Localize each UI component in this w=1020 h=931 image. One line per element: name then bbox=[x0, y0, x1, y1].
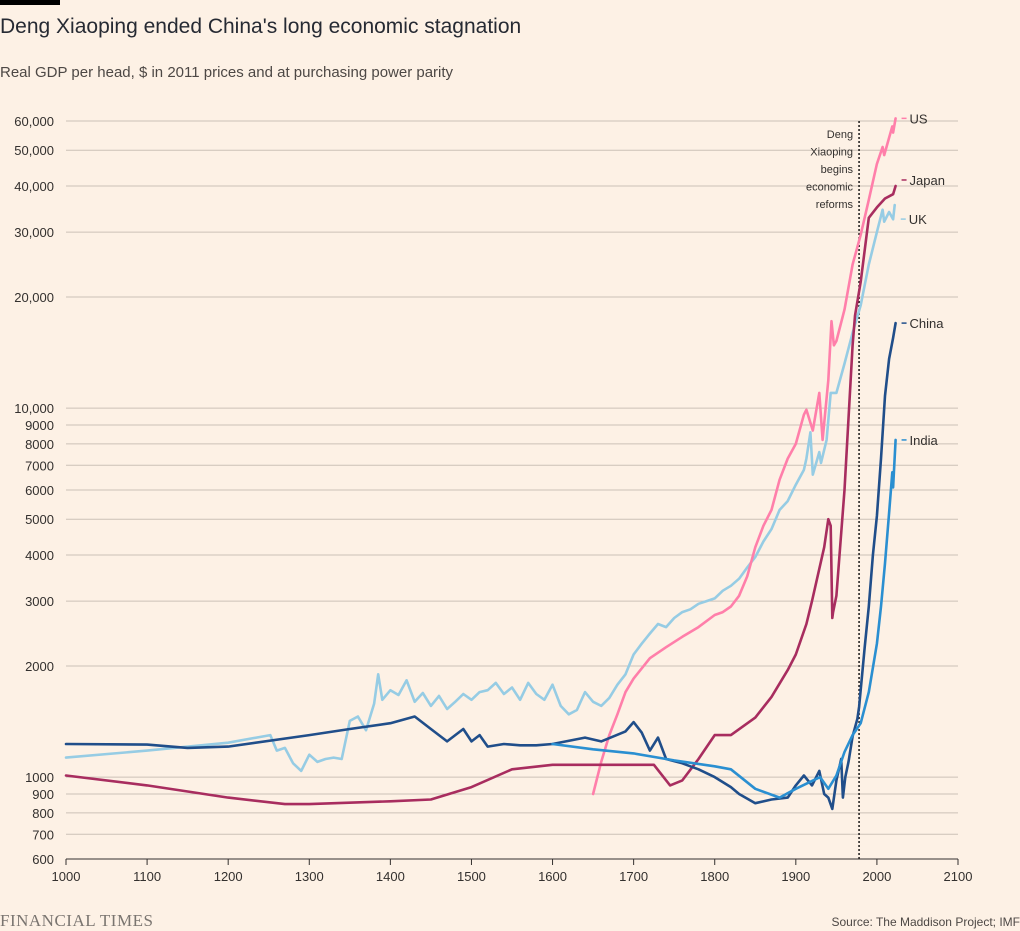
y-tick-label-800: 800 bbox=[32, 806, 54, 821]
x-tick-label-1400: 1400 bbox=[376, 869, 405, 884]
x-tick-label-2000: 2000 bbox=[862, 869, 891, 884]
x-tick-label-2100: 2100 bbox=[944, 869, 973, 884]
y-tick-label-900: 900 bbox=[32, 787, 54, 802]
series-label-china: China bbox=[910, 316, 945, 331]
x-tick-label-1800: 1800 bbox=[700, 869, 729, 884]
x-tick-label-1000: 1000 bbox=[52, 869, 81, 884]
y-tick-label-50000: 50,000 bbox=[14, 143, 54, 158]
y-tick-label-4000: 4000 bbox=[25, 548, 54, 563]
y-tick-label-20000: 20,000 bbox=[14, 290, 54, 305]
annotation-line-3: begins bbox=[821, 164, 854, 176]
brand-logo: FINANCIAL TIMES bbox=[0, 911, 154, 930]
x-tick-label-1700: 1700 bbox=[619, 869, 648, 884]
annotation-line-1: Deng bbox=[827, 129, 853, 141]
chart-subtitle: Real GDP per head, $ in 2011 prices and … bbox=[0, 64, 454, 81]
x-tick-label-1100: 1100 bbox=[133, 869, 161, 884]
y-tick-label-600: 600 bbox=[32, 852, 54, 867]
y-tick-label-5000: 5000 bbox=[25, 512, 54, 527]
x-tick-label-1200: 1200 bbox=[214, 869, 243, 884]
series-line-china bbox=[64, 321, 897, 811]
series-labels: UK US Japan China India bbox=[900, 111, 945, 448]
series-line-us bbox=[591, 117, 897, 796]
source-note: Source: The Maddison Project; IMF bbox=[831, 915, 1020, 929]
y-tick-label-9000: 9000 bbox=[25, 418, 54, 433]
y-tick-label-7000: 7000 bbox=[25, 458, 54, 473]
series-lines bbox=[64, 117, 897, 811]
x-axis: 1000 1100 1200 1300 1400 1500 1600 1700 1800 1900… bbox=[52, 858, 973, 884]
brand-accent-bar bbox=[0, 0, 60, 5]
chart-title: Deng Xiaoping ended China's long economi… bbox=[0, 15, 522, 38]
series-line-uk bbox=[64, 203, 896, 773]
annotation-line-4: economic bbox=[806, 182, 854, 194]
series-label-india: India bbox=[910, 433, 939, 448]
x-tick-label-1300: 1300 bbox=[295, 869, 324, 884]
y-tick-label-2000: 2000 bbox=[25, 659, 54, 674]
x-tick-label-1600: 1600 bbox=[538, 869, 567, 884]
annotation: Deng Xiaoping begins economic reforms bbox=[806, 121, 860, 859]
annotation-line-2: Xiaoping bbox=[810, 147, 853, 159]
y-tick-label-700: 700 bbox=[32, 827, 54, 842]
series-label-japan: Japan bbox=[910, 173, 945, 188]
y-tick-label-3000: 3000 bbox=[25, 594, 54, 609]
series-line-india bbox=[551, 438, 897, 799]
annotation-line-5: reforms bbox=[816, 199, 854, 211]
y-tick-label-30000: 30,000 bbox=[14, 225, 54, 240]
series-line-japan bbox=[64, 184, 897, 806]
y-tick-label-60000: 60,000 bbox=[14, 114, 54, 129]
y-tick-label-6000: 6000 bbox=[25, 483, 54, 498]
y-tick-label-10000: 10,000 bbox=[14, 401, 54, 416]
y-tick-label-1000: 1000 bbox=[25, 770, 54, 785]
y-tick-label-8000: 8000 bbox=[25, 437, 54, 452]
series-label-uk: UK bbox=[909, 212, 927, 227]
y-tick-label-40000: 40,000 bbox=[14, 179, 54, 194]
x-tick-label-1900: 1900 bbox=[781, 869, 810, 884]
grid-lines bbox=[66, 120, 958, 860]
y-tick-labels: 600 700 800 900 1000 2000 3000 4000 5000 6000 7000… bbox=[14, 114, 54, 867]
series-label-us: US bbox=[910, 111, 928, 126]
x-tick-label-1500: 1500 bbox=[457, 869, 486, 884]
